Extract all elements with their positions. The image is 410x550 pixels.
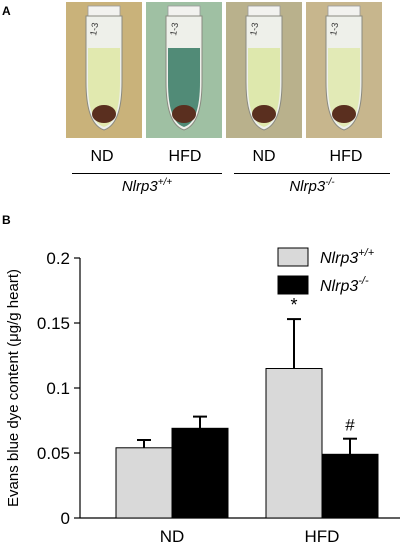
tube-photo-3: 1-3	[226, 2, 302, 138]
genotype-divider-wt	[72, 173, 222, 174]
tube-pellet	[172, 105, 196, 123]
condition-label-hfd-1: HFD	[168, 148, 202, 165]
bar	[115, 447, 173, 519]
tube-label: 1-3	[88, 22, 100, 37]
genotype-label-wt: Nlrp3+/+	[121, 177, 173, 195]
tube-label: 1-3	[168, 22, 180, 37]
x-tick-label: HFD	[305, 527, 340, 546]
tube-cap	[87, 5, 121, 17]
legend-swatch	[277, 275, 309, 295]
tube-label: 1-3	[248, 22, 260, 37]
y-tick-label: 0.05	[37, 444, 70, 463]
bar	[265, 368, 323, 519]
tube-photo-4: 1-3	[306, 2, 382, 138]
tube-cap	[167, 5, 201, 17]
bar-chart: 0 0.05 0.1 0.15 0.2 Evans blue dye content (μ…	[5, 247, 400, 546]
genotype-divider-ko	[234, 173, 390, 174]
tube-liquid	[88, 48, 120, 127]
legend-label: Nlrp3+/+	[320, 247, 375, 267]
tube-photo-2: 1-3	[146, 2, 222, 138]
panel-a-letter: A	[2, 4, 11, 18]
condition-label-hfd-2: HFD	[329, 148, 363, 165]
tube-pellet	[252, 105, 276, 123]
panel-b-letter: B	[2, 213, 11, 227]
condition-label-nd-1: ND	[90, 148, 114, 165]
tube-pellet	[332, 105, 356, 123]
tube-pellet	[92, 105, 116, 123]
y-tick-label: 0.2	[46, 249, 70, 268]
legend-label: Nlrp3-/-	[320, 275, 369, 295]
y-tick-label: 0.1	[46, 379, 70, 398]
x-tick-label: ND	[160, 527, 185, 546]
bar	[321, 453, 379, 519]
legend-swatch	[277, 247, 309, 267]
significance-mark: #	[345, 416, 355, 435]
tube-liquid	[248, 48, 280, 127]
y-tick-label: 0	[61, 509, 70, 528]
y-tick-label: 0.15	[37, 314, 70, 333]
tube-cap	[247, 5, 281, 17]
tube-cap	[327, 5, 361, 17]
condition-label-nd-2: ND	[252, 148, 276, 165]
significance-mark: *	[290, 295, 297, 315]
genotype-label-ko: Nlrp3-/-	[289, 177, 335, 195]
y-axis-label: Evans blue dye content (μg/g heart)	[5, 269, 22, 507]
tube-label: 1-3	[328, 22, 340, 37]
bar	[171, 427, 229, 519]
tube-photo-1: 1-3	[66, 2, 142, 138]
tube-liquid	[168, 48, 200, 127]
tube-liquid	[328, 48, 360, 127]
tube-photos: 1-3 1-3 1-3 1-3	[66, 2, 388, 140]
